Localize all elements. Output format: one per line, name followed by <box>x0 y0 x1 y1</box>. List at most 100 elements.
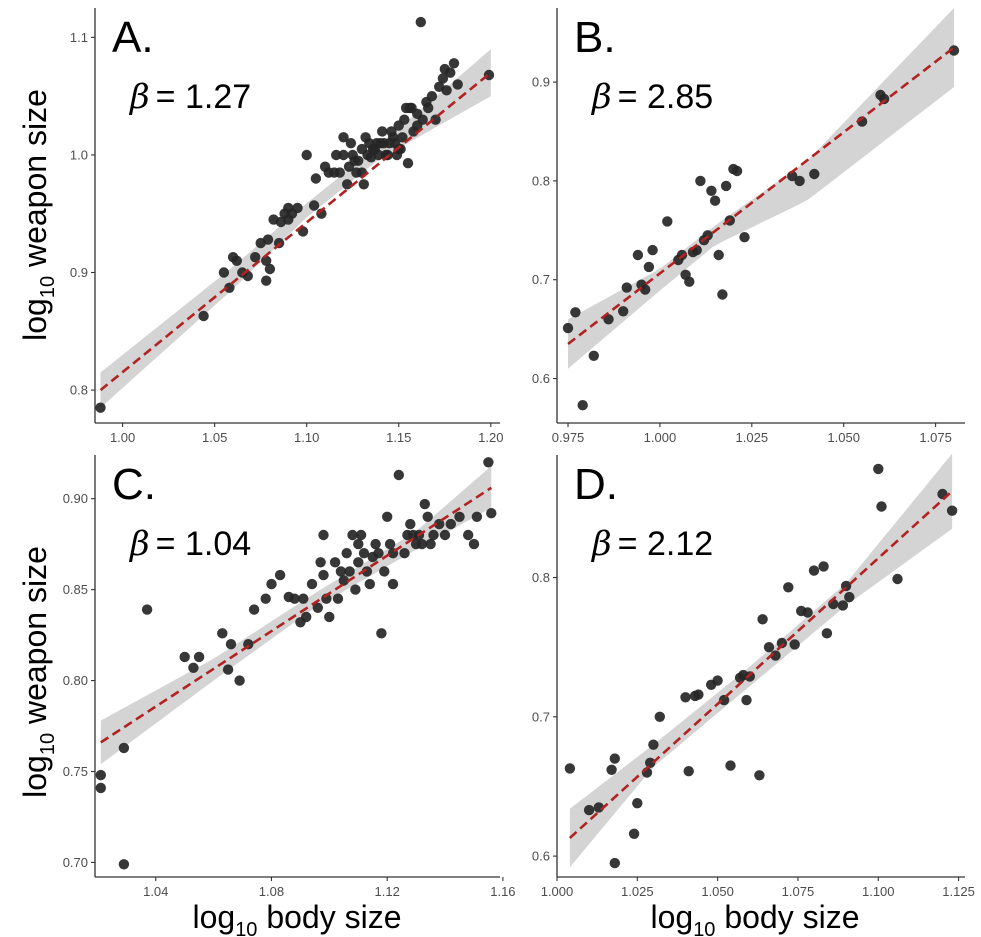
confidence-band <box>569 453 953 868</box>
data-point <box>118 742 130 754</box>
data-point <box>318 569 329 581</box>
x-tick-label: 1.08 <box>259 884 284 899</box>
data-point <box>373 149 384 161</box>
beta-annotation: β = 1.04 <box>128 524 251 564</box>
data-point <box>437 73 449 84</box>
data-point <box>654 711 665 722</box>
beta-symbol: β <box>128 77 150 117</box>
panel-c: 1.04 1.08 1.12 1.16 0.70 0.75 0.80 0.85 0.90 C. β =… <box>63 455 516 899</box>
data-point <box>399 114 410 125</box>
data-point <box>570 307 581 318</box>
data-point <box>179 651 190 663</box>
data-point <box>324 611 335 623</box>
data-point <box>439 529 451 541</box>
beta-annotation: β = 1.27 <box>128 77 251 117</box>
data-point <box>789 639 800 650</box>
y-tick-label: 0.70 <box>63 855 88 870</box>
data-point <box>95 402 106 413</box>
x-tick-label: 1.025 <box>736 430 769 445</box>
data-point <box>419 498 430 510</box>
data-point <box>416 538 428 550</box>
beta-symbol: β <box>590 524 612 564</box>
data-point <box>837 600 849 611</box>
data-point <box>693 689 704 700</box>
data-point <box>423 102 434 114</box>
data-point <box>892 573 903 585</box>
data-point <box>763 642 775 653</box>
panel-label: A. <box>112 13 154 62</box>
y-tick-label: 0.90 <box>63 491 88 506</box>
data-point <box>347 529 358 541</box>
data-point <box>603 314 614 325</box>
data-point <box>334 167 345 178</box>
data-point <box>757 614 768 625</box>
beta-symbol: β <box>590 77 612 117</box>
fit-line <box>100 486 493 744</box>
data-point <box>463 529 474 541</box>
data-point <box>329 557 341 568</box>
data-point <box>583 804 595 816</box>
data-point <box>358 548 370 559</box>
x-axis-title-right: log10 body size <box>650 899 859 937</box>
y-tick-label: 0.8 <box>70 383 88 398</box>
y-tick-label: 0.75 <box>63 764 88 779</box>
data-point <box>310 173 322 184</box>
y-axis-title-top: log10 weapon size <box>17 89 59 341</box>
data-point <box>417 114 428 125</box>
data-point <box>695 175 706 187</box>
data-point <box>292 202 303 214</box>
data-point <box>261 275 272 286</box>
data-point <box>301 611 312 623</box>
data-point <box>415 16 426 28</box>
data-point <box>632 798 643 809</box>
data-point <box>562 322 574 334</box>
data-point <box>231 255 242 266</box>
data-point <box>628 828 640 839</box>
data-point <box>260 593 271 604</box>
panel-b: 0.975 1.000 1.025 1.050 1.075 0.6 0.7 0.8 0.9 B. β… <box>532 8 965 445</box>
data-point <box>713 249 724 261</box>
data-point <box>821 628 833 639</box>
x-tick-label: 1.000 <box>541 884 574 899</box>
data-point <box>342 179 353 190</box>
fit-line <box>567 46 955 345</box>
data-point <box>376 628 387 639</box>
data-point <box>338 575 349 586</box>
x-tick-label: 1.15 <box>386 430 411 445</box>
data-point <box>331 149 342 161</box>
panel-a: 1.00 1.05 1.10 1.15 1.20 0.8 0.9 1.0 1.1 A. β = 1.2… <box>70 8 503 445</box>
panel-label: C. <box>112 460 156 509</box>
data-point <box>808 565 820 576</box>
data-point <box>643 261 655 273</box>
y-axis-title-bottom: log10 weapon size <box>17 546 59 798</box>
confidence-band <box>568 8 954 369</box>
y-tick-label: 0.6 <box>532 849 550 864</box>
data-point <box>262 234 274 245</box>
data-point <box>878 93 890 105</box>
y-tick-label: 0.9 <box>70 265 88 280</box>
data-point <box>248 604 260 615</box>
y-tick-label: 0.8 <box>532 173 550 188</box>
data-point <box>454 511 465 522</box>
data-point <box>234 675 245 686</box>
data-point <box>564 763 576 774</box>
beta-symbol: β <box>128 524 150 564</box>
data-point <box>873 463 884 475</box>
y-tick-label: 0.7 <box>532 709 550 724</box>
data-point <box>345 138 357 149</box>
data-point <box>289 593 300 604</box>
data-point <box>405 518 416 530</box>
data-point <box>645 757 656 768</box>
data-point <box>397 132 408 143</box>
y-tick-label: 0.8 <box>532 570 550 585</box>
data-point <box>358 179 369 190</box>
x-tick-label: 1.20 <box>478 430 503 445</box>
panels-group: 1.00 1.05 1.10 1.15 1.200.80.91.01.1 A.β = 1.2… <box>63 8 975 899</box>
beta-annotation: β = 2.85 <box>590 77 713 117</box>
y-tick-label: 0.80 <box>63 673 88 688</box>
data-point <box>486 508 497 519</box>
data-point <box>647 244 658 256</box>
panel-d: 1.000 1.025 1.050 1.075 1.100 1.125 0.6 0.7 0.8 D… <box>532 453 975 899</box>
data-point <box>387 578 399 590</box>
